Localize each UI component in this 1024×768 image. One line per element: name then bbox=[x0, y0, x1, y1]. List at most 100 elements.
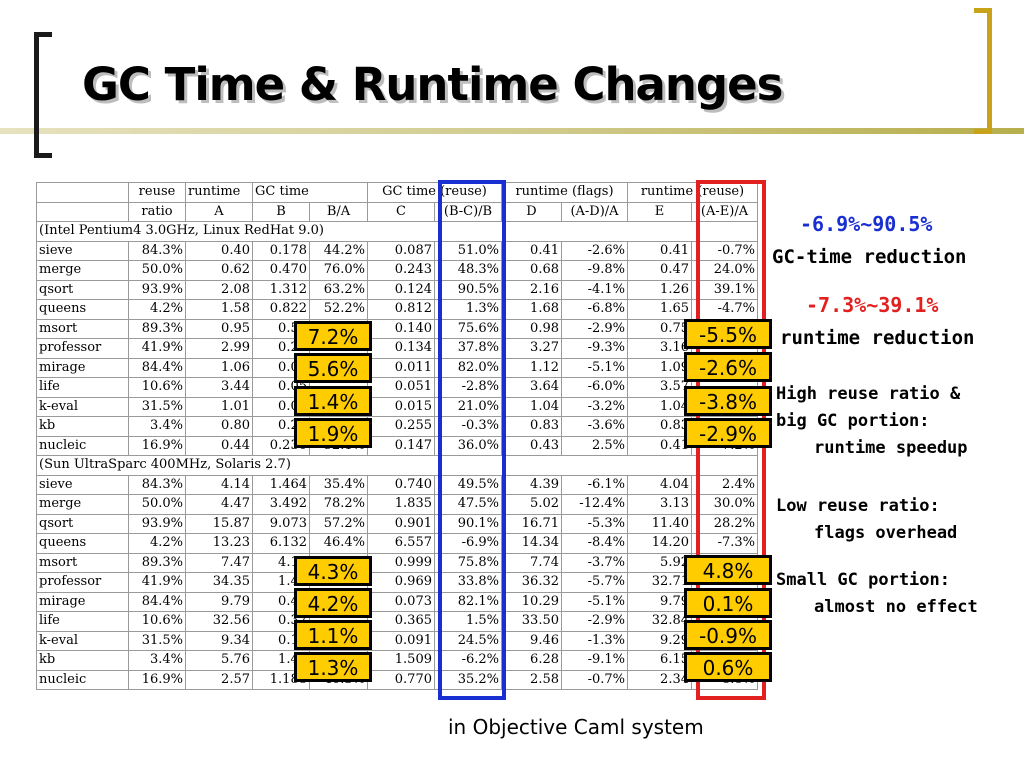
benchmark-name: nucleic bbox=[36, 669, 129, 690]
runtime-change-callout: -2.6% bbox=[684, 352, 772, 382]
benchmark-name: merge bbox=[36, 494, 129, 515]
table-cell: 3.57 bbox=[627, 377, 692, 398]
table-cell: -0.7% bbox=[691, 240, 758, 261]
table-cell: -7.3% bbox=[691, 533, 758, 554]
table-cell: 3.4% bbox=[128, 650, 186, 671]
header-cell: D bbox=[501, 201, 562, 222]
title-rule bbox=[0, 128, 1024, 134]
table-cell: 0.073 bbox=[367, 591, 435, 612]
table-cell: 2.57 bbox=[185, 669, 253, 690]
table-cell: -2.8% bbox=[434, 377, 502, 398]
header-cell: GC time (reuse) bbox=[367, 182, 502, 203]
header-cell: runtime (flags) bbox=[501, 182, 628, 203]
header-cell bbox=[36, 201, 129, 222]
table-row: k-eval 31.5% 9.34 0.12 0.091 24.5% 9.46 -1.3% 9.… bbox=[36, 630, 758, 651]
table-cell: 0.822 bbox=[252, 299, 310, 320]
table-cell: 41.9% bbox=[128, 338, 186, 359]
table-cell: 0.051 bbox=[367, 377, 435, 398]
table-cell: 0.243 bbox=[367, 260, 435, 281]
ratio-callout: 4.2% bbox=[294, 588, 372, 618]
benchmark-name: k-eval bbox=[36, 630, 129, 651]
table-cell: 16.71 bbox=[501, 513, 562, 534]
table-cell: 4.14 bbox=[185, 474, 253, 495]
runtime-reduction-label: runtime reduction bbox=[780, 327, 975, 349]
table-cell: 4.2% bbox=[128, 533, 186, 554]
table-cell: 10.29 bbox=[501, 591, 562, 612]
section-row: (Intel Pentium4 3.0GHz, Linux RedHat 9.0… bbox=[36, 221, 758, 242]
table-row: merge 50.0% 0.62 0.470 76.0% 0.243 48.3% 0.68 -9… bbox=[36, 260, 758, 281]
table-cell: 16.9% bbox=[128, 435, 186, 456]
table-cell: -5.3% bbox=[561, 513, 628, 534]
table-cell: 4.39 bbox=[501, 474, 562, 495]
table-cell: 36.0% bbox=[434, 435, 502, 456]
table-cell: 0.969 bbox=[367, 572, 435, 593]
table-cell: 93.9% bbox=[128, 279, 186, 300]
table-cell: -5.1% bbox=[561, 357, 628, 378]
table-cell: 0.740 bbox=[367, 474, 435, 495]
table-cell: 14.34 bbox=[501, 533, 562, 554]
table-cell: 90.5% bbox=[434, 279, 502, 300]
table-cell: -6.2% bbox=[434, 650, 502, 671]
table-cell: 0.62 bbox=[185, 260, 253, 281]
table-cell: 0.124 bbox=[367, 279, 435, 300]
runtime-change-callout: -5.5% bbox=[684, 319, 772, 349]
table-cell: -4.1% bbox=[561, 279, 628, 300]
table-cell: 0.255 bbox=[367, 416, 435, 437]
header-cell: ratio bbox=[128, 201, 186, 222]
table-cell: 35.4% bbox=[309, 474, 368, 495]
table-cell: -3.6% bbox=[561, 416, 628, 437]
table-cell: 51.0% bbox=[434, 240, 502, 261]
table-cell: 9.79 bbox=[627, 591, 692, 612]
ratio-callout: 1.9% bbox=[294, 418, 372, 448]
header-cell: E bbox=[627, 201, 692, 222]
section-label: (Sun UltraSparc 400MHz, Solaris 2.7) bbox=[36, 455, 758, 476]
benchmark-name: msort bbox=[36, 552, 129, 573]
table-cell: 24.5% bbox=[434, 630, 502, 651]
table-cell: 9.073 bbox=[252, 513, 310, 534]
ratio-callout: 1.3% bbox=[294, 652, 372, 682]
table-cell: 24.0% bbox=[691, 260, 758, 281]
table-cell: -5.7% bbox=[561, 572, 628, 593]
low-reuse-note-line1: Low reuse ratio: bbox=[776, 496, 940, 516]
table-cell: 31.5% bbox=[128, 396, 186, 417]
table-cell: 3.492 bbox=[252, 494, 310, 515]
table-cell: 11.40 bbox=[627, 513, 692, 534]
header-cell: (A-D)/A bbox=[561, 201, 628, 222]
table-cell: -0.7% bbox=[561, 669, 628, 690]
table-row: merge 50.0% 4.47 3.492 78.2% 1.835 47.5% 5.02 -1… bbox=[36, 494, 758, 515]
table-cell: 9.46 bbox=[501, 630, 562, 651]
benchmark-name: k-eval bbox=[36, 396, 129, 417]
table-cell: 15.87 bbox=[185, 513, 253, 534]
table-cell: 2.99 bbox=[185, 338, 253, 359]
table-cell: 37.8% bbox=[434, 338, 502, 359]
table-cell: 31.5% bbox=[128, 630, 186, 651]
benchmark-name: qsort bbox=[36, 279, 129, 300]
table-cell: 3.13 bbox=[627, 494, 692, 515]
ratio-callout: 1.4% bbox=[294, 386, 372, 416]
header-cell: (B-C)/B bbox=[434, 201, 502, 222]
table-cell: 0.365 bbox=[367, 611, 435, 632]
table-row: life 10.6% 3.44 0.05 0.051 -2.8% 3.64 -6.0% 3.57 bbox=[36, 377, 758, 398]
table-row: qsort 93.9% 15.87 9.073 57.2% 0.901 90.1% 16.71… bbox=[36, 513, 758, 534]
table-cell: 4.04 bbox=[627, 474, 692, 495]
benchmark-name: merge bbox=[36, 260, 129, 281]
table-cell: 82.0% bbox=[434, 357, 502, 378]
table-cell: 5.92 bbox=[627, 552, 692, 573]
benchmark-name: nucleic bbox=[36, 435, 129, 456]
table-cell: 6.28 bbox=[501, 650, 562, 671]
table-cell: 6.132 bbox=[252, 533, 310, 554]
section-row: (Sun UltraSparc 400MHz, Solaris 2.7) bbox=[36, 455, 758, 476]
runtime-change-callout: -0.9% bbox=[684, 620, 772, 650]
table-cell: 0.41 bbox=[501, 240, 562, 261]
table-cell: 30.0% bbox=[691, 494, 758, 515]
benchmark-name: queens bbox=[36, 533, 129, 554]
table-cell: -3.2% bbox=[561, 396, 628, 417]
table-cell: 21.0% bbox=[434, 396, 502, 417]
table-cell: 84.4% bbox=[128, 357, 186, 378]
table-cell: 1.3% bbox=[434, 299, 502, 320]
table-cell: -9.3% bbox=[561, 338, 628, 359]
table-cell: 3.16 bbox=[627, 338, 692, 359]
benchmark-name: kb bbox=[36, 650, 129, 671]
table-cell: 9.29 bbox=[627, 630, 692, 651]
table-cell: 9.79 bbox=[185, 591, 253, 612]
